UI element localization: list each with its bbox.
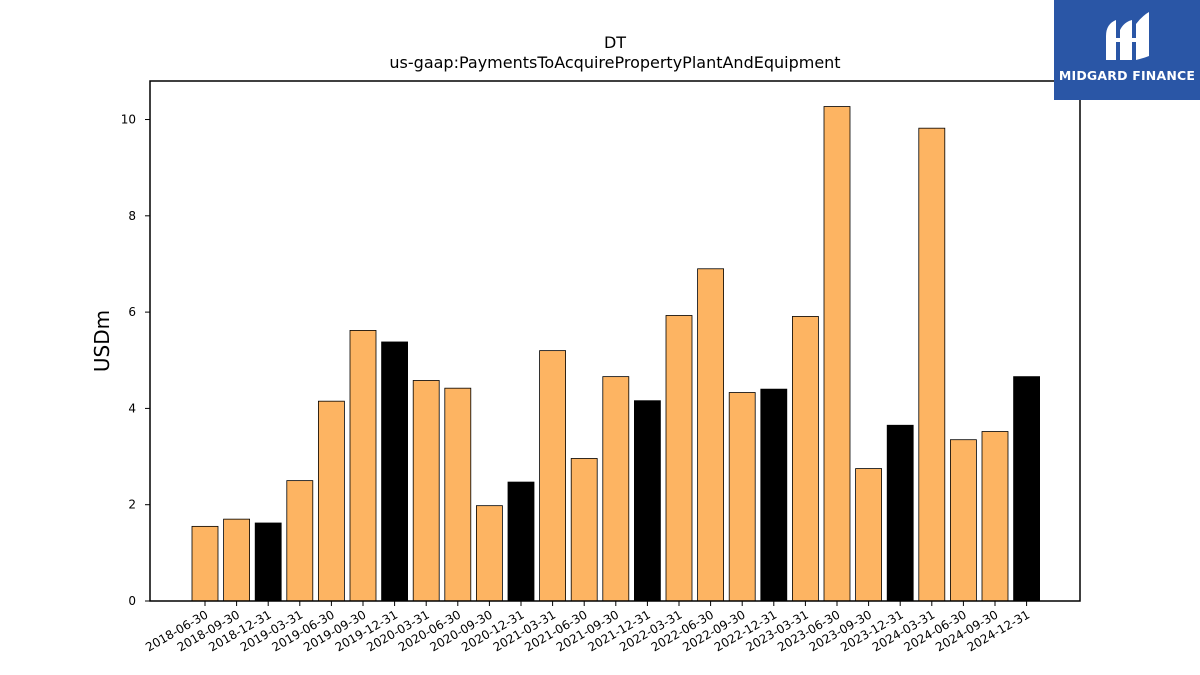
- bar-2023-06-30: [823, 106, 851, 602]
- bar-2019-03-31: [286, 480, 314, 602]
- bar-2018-12-31: [254, 522, 282, 602]
- chart-title: DT: [604, 33, 626, 52]
- y-tick-label: 10: [121, 113, 136, 127]
- bar-2023-12-31: [886, 424, 914, 602]
- bar-2021-09-30: [602, 376, 630, 602]
- bar-2018-09-30: [223, 518, 251, 602]
- bar-2024-12-31: [1013, 376, 1040, 602]
- bar-2019-12-31: [381, 341, 409, 602]
- midgard-logo-icon: [1106, 12, 1149, 60]
- bar-2022-06-30: [697, 268, 724, 602]
- chart-subtitle: us-gaap:PaymentsToAcquirePropertyPlantAn…: [389, 53, 840, 72]
- bar-2022-09-30: [728, 392, 756, 602]
- brand-name: MIDGARD FINANCE: [1058, 68, 1196, 83]
- bar-2020-03-31: [412, 380, 440, 602]
- bar-2021-12-31: [634, 400, 661, 602]
- y-tick-label: 6: [128, 305, 136, 319]
- bar-2021-03-31: [539, 350, 566, 602]
- plot-frame: [149, 80, 1081, 602]
- bar-2020-09-30: [475, 505, 503, 602]
- x-ticks-group: 2018-06-302018-09-302018-12-312019-03-31…: [143, 601, 1032, 654]
- bar-2018-06-30: [191, 525, 219, 602]
- y-tick-label: 0: [128, 594, 136, 608]
- bar-2019-09-30: [349, 330, 377, 602]
- bar-2020-12-31: [507, 481, 535, 602]
- bar-2020-06-30: [444, 387, 472, 602]
- y-tick-label: 4: [128, 401, 136, 415]
- bar-2022-03-31: [665, 315, 693, 602]
- bar-2022-12-31: [760, 388, 788, 602]
- y-tick-label: 2: [128, 498, 136, 512]
- brand-logo: MIDGARD FINANCE: [1054, 0, 1200, 100]
- bar-2023-09-30: [855, 468, 882, 602]
- bars-group: [191, 106, 1040, 602]
- bar-2023-03-31: [792, 316, 819, 602]
- bar-2021-06-30: [570, 458, 598, 602]
- y-ticks-group: 0 2 4 6 8 10: [121, 113, 150, 608]
- bar-2024-03-31: [918, 127, 946, 602]
- y-tick-label: 8: [128, 209, 136, 223]
- y-axis-label: USDm: [90, 310, 114, 372]
- bar-2019-06-30: [317, 400, 345, 602]
- bar-2024-06-30: [950, 439, 977, 602]
- bar-2024-09-30: [981, 431, 1009, 602]
